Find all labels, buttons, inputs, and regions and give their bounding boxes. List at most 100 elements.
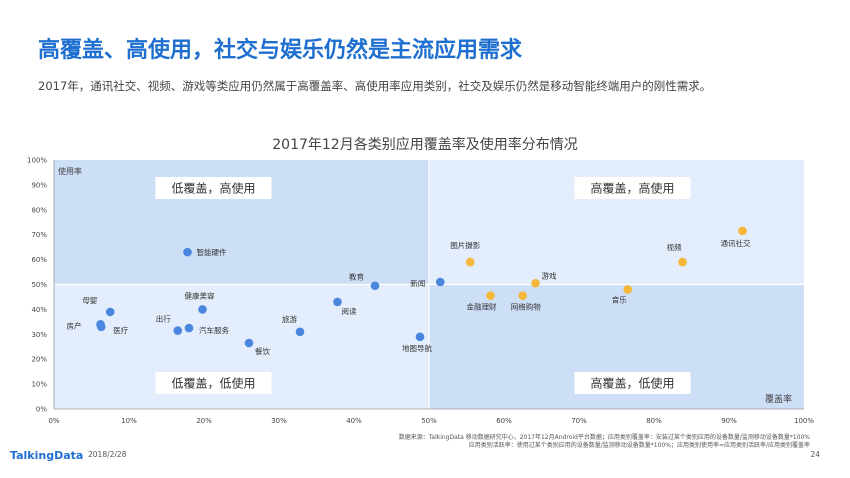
data-point-label: 游戏 xyxy=(542,270,557,280)
data-point xyxy=(370,281,380,291)
quadrant-label-box xyxy=(155,177,272,199)
data-point-label: 汽车服务 xyxy=(199,325,229,335)
data-point-label: 医疗 xyxy=(113,325,128,335)
x-tick-label: 70% xyxy=(571,417,587,425)
data-point xyxy=(184,323,194,333)
y-tick-label: 50% xyxy=(31,281,47,289)
quadrant-label-text: 高覆盖，高使用 xyxy=(590,181,674,196)
y-tick-label: 100% xyxy=(27,157,47,165)
x-tick-label: 60% xyxy=(496,417,512,425)
source-note: 数据来源：TalkingData 移动数据研究中心，2017年12月Androi… xyxy=(270,434,810,450)
quadrant-label-top-left: 低覆盖，高使用 xyxy=(155,177,272,199)
data-point-group: 阅读 xyxy=(333,297,357,316)
data-point-label: 音乐 xyxy=(612,294,627,304)
footer-date: 2018/2/28 xyxy=(88,450,127,459)
y-tick-label: 20% xyxy=(31,356,47,364)
quadrant-label-box xyxy=(574,177,691,199)
quadrant-label-box xyxy=(574,372,691,394)
data-point-group: 通讯社交 xyxy=(721,226,751,248)
quadrant-label-bottom-left: 低覆盖，低使用 xyxy=(155,372,272,394)
data-point-group: 图片摄影 xyxy=(450,240,481,267)
y-axis-label: 使用率 xyxy=(58,166,82,176)
quadrant-label-text: 高覆盖，低使用 xyxy=(590,376,674,391)
x-axis-label: 覆盖率 xyxy=(765,393,792,405)
data-points: 智能硬件母婴房产医疗 健康美容出行汽车服务餐饮 旅游 阅读 教育新闻地图导航 图片摄影金融… xyxy=(67,226,751,356)
data-point-label: 图片摄影 xyxy=(450,240,480,250)
data-point-label: 网络购物 xyxy=(511,302,541,312)
data-point xyxy=(518,291,528,301)
data-point-label: 餐饮 xyxy=(255,346,270,356)
x-tick-label: 0% xyxy=(48,417,59,425)
page-subtitle: 2017年，通讯社交、视频、游戏等类应用仍然属于高覆盖率、高使用率应用类别，社交… xyxy=(38,79,712,93)
data-point-group: 游戏 xyxy=(531,270,557,288)
data-point xyxy=(435,277,445,287)
data-point xyxy=(198,305,207,314)
y-tick-label: 0% xyxy=(36,406,47,414)
data-point xyxy=(183,247,192,257)
data-point-group: 地图导航 xyxy=(402,332,432,353)
source-line-2: 应用类别活跃率：使用过某个类别应用的设备数量/监测移动设备数量*100%；应用类… xyxy=(468,442,810,449)
chart-title: 2017年12月各类别应用覆盖率及使用率分布情况 xyxy=(272,137,578,153)
data-point xyxy=(333,297,342,307)
x-tick-label: 40% xyxy=(346,417,362,425)
data-point xyxy=(623,285,633,294)
quadrant-label-top-right: 高覆盖，高使用 xyxy=(574,177,691,199)
x-tick-label: 50% xyxy=(421,417,437,425)
data-point-label: 新闻 xyxy=(410,278,425,288)
x-tick-label: 30% xyxy=(271,417,287,425)
x-tick-label: 90% xyxy=(721,417,737,425)
data-point-group: 出行 xyxy=(156,314,183,335)
quadrant-label-bottom-right: 高覆盖，低使用 xyxy=(574,372,691,394)
y-tick-label: 90% xyxy=(31,181,47,189)
data-point-label: 智能硬件 xyxy=(197,247,227,257)
data-point xyxy=(105,307,115,317)
data-point-label: 通讯社交 xyxy=(721,238,751,248)
data-point xyxy=(244,338,254,348)
data-point-label: 出行 xyxy=(156,314,171,324)
data-point-label: 视频 xyxy=(667,242,682,252)
data-point xyxy=(295,327,305,337)
quadrant-backgrounds xyxy=(54,160,804,409)
data-point-group: 教育 xyxy=(349,272,380,291)
data-point-group: 健康美容 xyxy=(185,290,215,314)
data-point-group: 智能硬件 xyxy=(183,247,227,257)
data-point xyxy=(173,326,183,335)
quadrant-label-text: 低覆盖，低使用 xyxy=(171,376,255,391)
y-tick-label: 30% xyxy=(31,331,47,339)
talkingdata-logo: TalkingData xyxy=(10,449,84,462)
x-tick-label: 100% xyxy=(794,417,814,425)
data-point-group: 音乐 xyxy=(612,285,633,304)
data-point-group: 汽车服务 xyxy=(184,323,229,335)
y-tick-label: 60% xyxy=(31,256,47,264)
x-tick-label: 10% xyxy=(121,417,137,425)
y-tick-label: 40% xyxy=(31,306,47,314)
data-point-label: 母婴 xyxy=(82,296,97,305)
page-title: 高覆盖、高使用，社交与娱乐仍然是主流应用需求 xyxy=(38,38,523,63)
x-tick-label: 20% xyxy=(196,417,212,425)
data-point-group: 餐饮 xyxy=(244,338,270,356)
page-number: 24 xyxy=(810,450,820,459)
data-point-group: 旅游 xyxy=(282,314,305,337)
quadrant-label-box xyxy=(155,372,272,394)
data-point-label: 地图导航 xyxy=(402,343,432,353)
data-point-group: 金融理财 xyxy=(467,291,497,312)
data-point-group: 新闻 xyxy=(410,277,445,288)
data-point xyxy=(96,322,106,332)
data-point-group: 网络购物 xyxy=(511,291,541,312)
y-tick-label: 10% xyxy=(31,381,47,389)
data-point-label: 教育 xyxy=(349,272,364,282)
data-point-label: 健康美容 xyxy=(185,290,215,300)
data-point xyxy=(738,226,747,236)
quadrant-label-text: 低覆盖，高使用 xyxy=(171,181,255,196)
data-point-label: 金融理财 xyxy=(467,302,497,312)
data-point xyxy=(415,332,425,342)
axes: 0% 10% 20% 30% 40% 50% 60% 70% 80% 90% 100% 0% 10% 20… xyxy=(27,157,814,426)
data-point xyxy=(486,291,495,301)
data-point-group: 医疗 xyxy=(96,322,129,335)
y-tick-label: 70% xyxy=(31,231,47,239)
data-point xyxy=(465,257,475,267)
data-point-label: 房产 xyxy=(67,320,82,330)
data-point xyxy=(531,278,540,288)
